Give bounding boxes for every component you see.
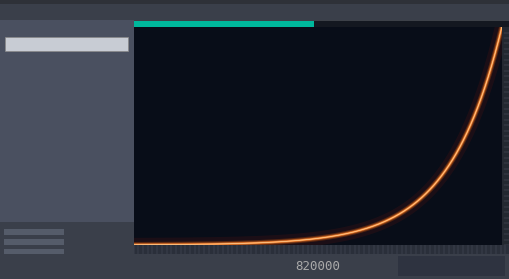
- Bar: [0, 266, 133, 279]
- Bar: [4, 229, 64, 235]
- Bar: [397, 256, 504, 276]
- Text: 820000: 820000: [295, 260, 340, 273]
- Bar: [0, 222, 133, 279]
- Bar: [4, 239, 64, 245]
- Bar: [4, 249, 64, 256]
- Bar: [5, 37, 128, 51]
- Bar: [4, 259, 64, 266]
